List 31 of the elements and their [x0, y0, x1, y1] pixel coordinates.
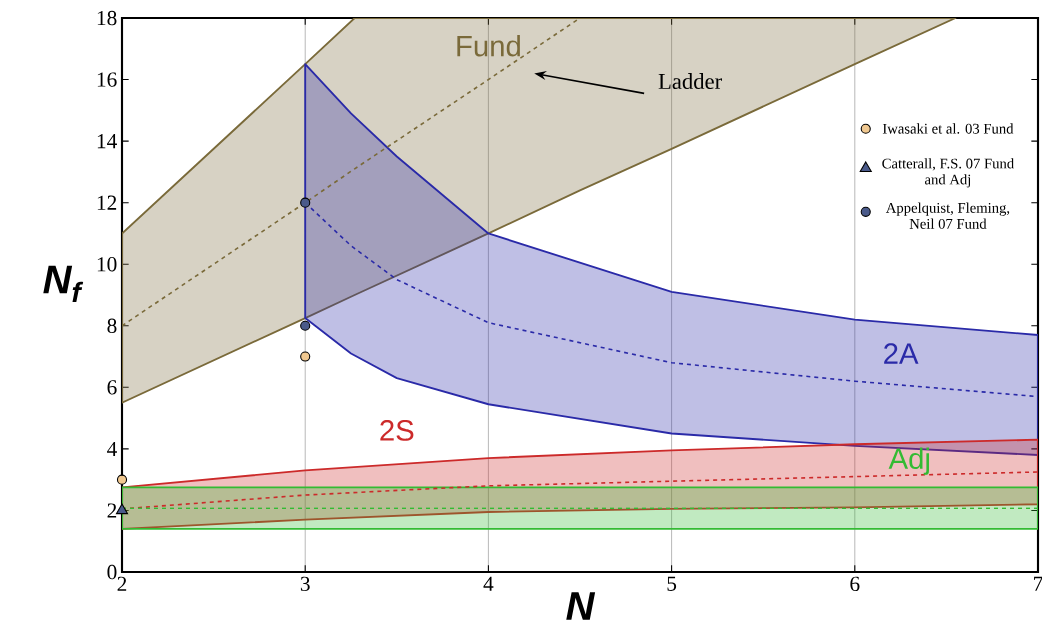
y-tick-label: 18 [97, 10, 117, 26]
x-tick-label: 3 [300, 576, 310, 592]
legend-label: Catterall, F.S. 07 Fund and Adj [882, 158, 1014, 188]
x-axis-title: N [566, 592, 596, 620]
point [300, 351, 311, 362]
x-tick-label: 5 [667, 576, 677, 591]
x-tick-label: 2 [117, 576, 127, 591]
point [300, 320, 311, 331]
x-tick-label: 6 [850, 576, 860, 592]
point [115, 503, 129, 515]
y-tick-label: 4 [107, 441, 117, 456]
y-tick-label: 14 [97, 134, 117, 149]
x-tick-label: 7 [1034, 576, 1042, 591]
y-tick-label: 16 [97, 72, 117, 87]
y-tick-label: 0 [107, 564, 117, 580]
point [116, 474, 128, 485]
annotation: Ladder [658, 73, 722, 90]
series-label: 2S [380, 420, 414, 441]
y-tick-label: 12 [97, 195, 117, 210]
point [300, 197, 311, 208]
y-tick-label: 2 [107, 503, 117, 518]
y-axis-title: N$_{f}$ [43, 265, 84, 303]
y-tick-label: 6 [107, 380, 117, 395]
x-tick-label: 4 [483, 576, 494, 591]
series-label: 2A [884, 343, 919, 364]
legend-label: Iwasaki et al. 03 Fund [882, 123, 1014, 134]
legend-label: Appelquist, Fleming, Neil 07 Fund [885, 202, 1010, 229]
series-label: Fund [457, 34, 520, 57]
y-tick-label: 8 [107, 318, 117, 333]
series-label: Adj [888, 447, 929, 475]
y-tick-label: 10 [97, 257, 117, 272]
